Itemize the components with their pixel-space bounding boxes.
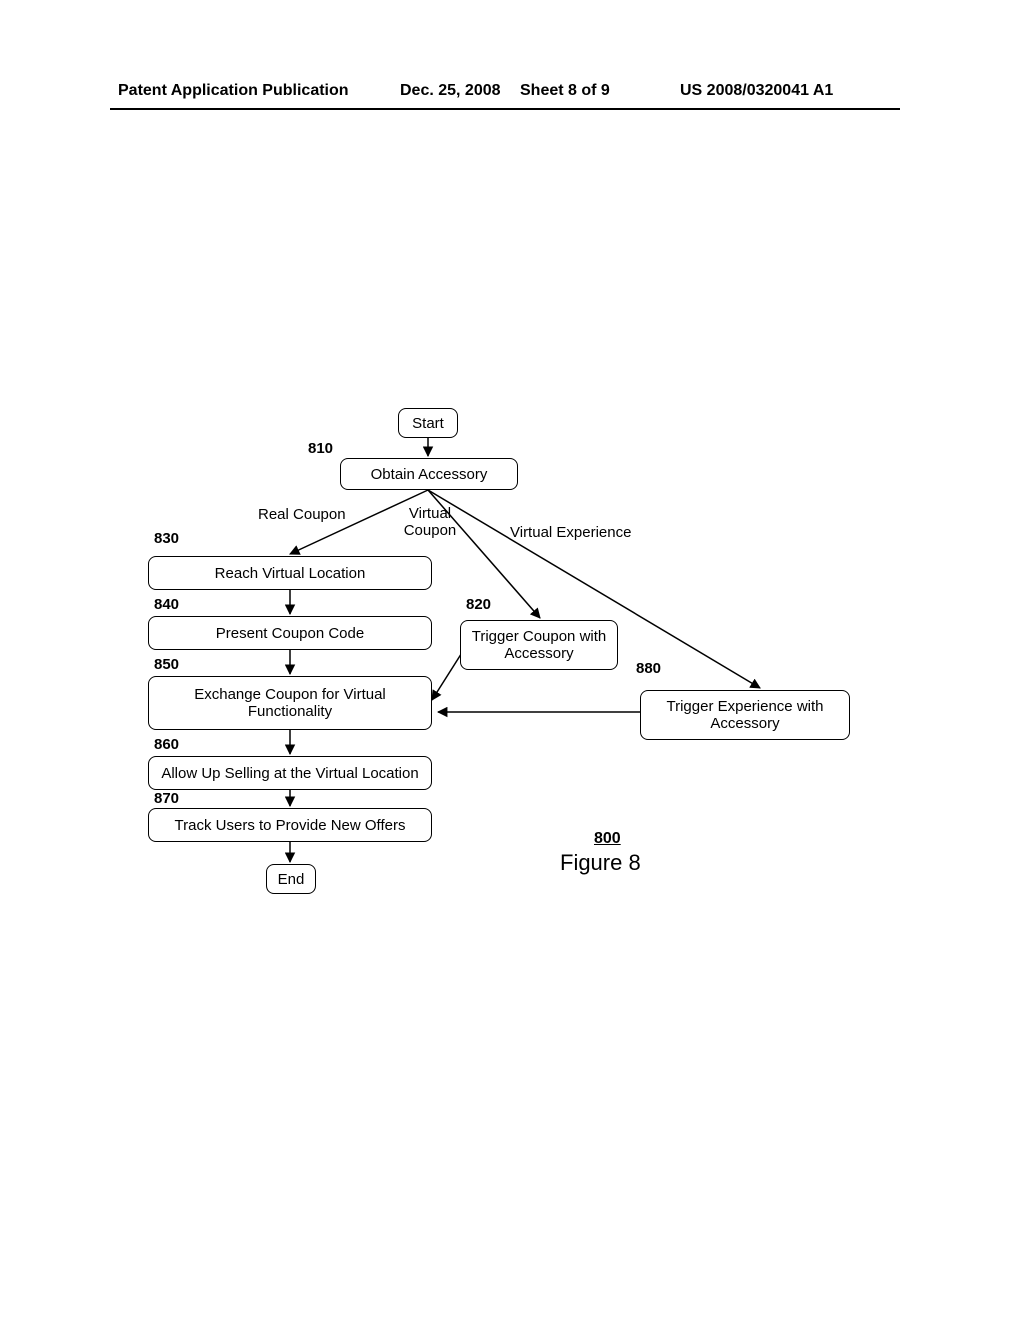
node-870: Track Users to Provide New Offers — [148, 808, 432, 842]
branch-virtual-experience: Virtual Experience — [510, 524, 631, 541]
node-840: Present Coupon Code — [148, 616, 432, 650]
flowchart-figure-8: Start Obtain Accessory Reach Virtual Loc… — [0, 0, 1024, 1320]
node-end: End — [266, 864, 316, 894]
ref-820: 820 — [466, 596, 491, 613]
node-850: Exchange Coupon for Virtual Functionalit… — [148, 676, 432, 730]
figure-label: Figure 8 — [560, 850, 641, 876]
figure-number: 800 — [594, 830, 621, 848]
branch-real-coupon: Real Coupon — [258, 506, 346, 523]
node-880: Trigger Experience with Accessory — [640, 690, 850, 740]
ref-870: 870 — [154, 790, 179, 807]
node-820: Trigger Coupon with Accessory — [460, 620, 618, 670]
node-start: Start — [398, 408, 458, 438]
ref-880: 880 — [636, 660, 661, 677]
ref-810: 810 — [308, 440, 333, 457]
ref-860: 860 — [154, 736, 179, 753]
ref-850: 850 — [154, 656, 179, 673]
node-810: Obtain Accessory — [340, 458, 518, 490]
node-860: Allow Up Selling at the Virtual Location — [148, 756, 432, 790]
ref-840: 840 — [154, 596, 179, 613]
ref-830: 830 — [154, 530, 179, 547]
node-830: Reach Virtual Location — [148, 556, 432, 590]
branch-virtual-coupon: Virtual Coupon — [390, 506, 470, 539]
